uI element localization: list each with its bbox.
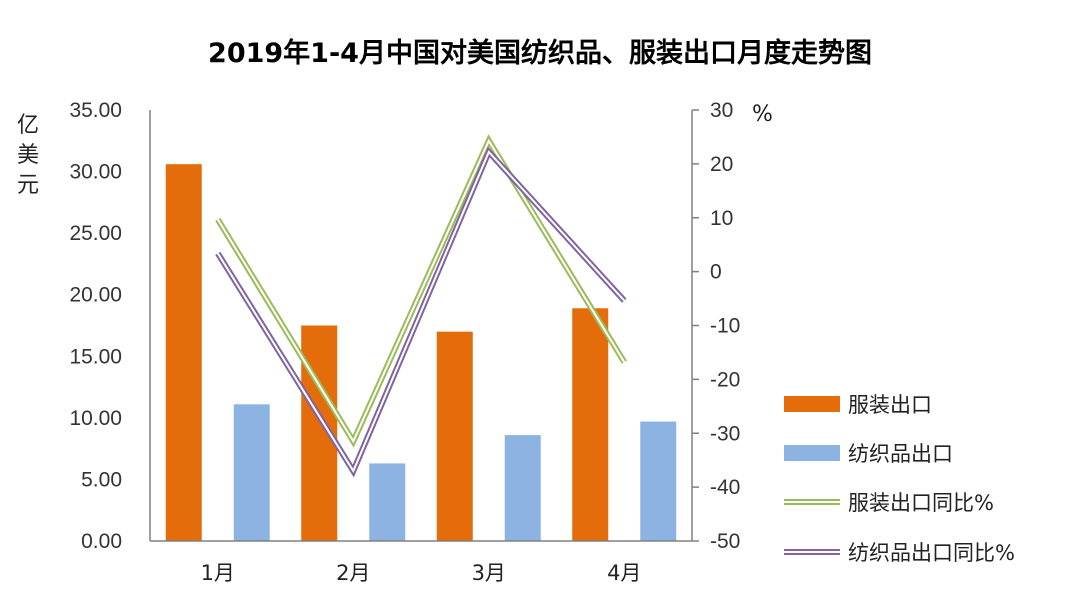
y-tick-left: 35.00 bbox=[69, 99, 122, 122]
bar-textile bbox=[369, 463, 406, 541]
x-tick-label: 1月 bbox=[201, 561, 235, 585]
legend-label: 服装出口 bbox=[848, 393, 932, 417]
bar-apparel bbox=[436, 331, 473, 541]
y-axis-left-label-char: 元 bbox=[17, 173, 39, 198]
y-tick-right: 0 bbox=[710, 261, 722, 284]
y-tick-left: 20.00 bbox=[69, 284, 122, 307]
x-tick-label: 2月 bbox=[336, 561, 370, 585]
y-axis-left-label: 亿美元 bbox=[17, 113, 39, 198]
legend-label: 纺织品出口同比% bbox=[848, 541, 1015, 565]
y-axis-left-label-char: 亿 bbox=[17, 113, 39, 138]
bar-textile bbox=[233, 404, 270, 541]
legend-label: 服装出口同比% bbox=[848, 491, 994, 515]
y-tick-left: 10.00 bbox=[69, 407, 122, 430]
legend-swatch bbox=[784, 445, 840, 461]
y-tick-left: 5.00 bbox=[81, 468, 122, 491]
y-tick-right: -30 bbox=[710, 422, 740, 445]
bar-apparel bbox=[572, 308, 609, 541]
y-tick-right: -40 bbox=[710, 476, 740, 499]
chart-title: 2019年1-4月中国对美国纺织品、服装出口月度走势图 bbox=[208, 37, 872, 69]
y-tick-right: 30 bbox=[710, 99, 733, 122]
y-tick-right: 10 bbox=[710, 207, 733, 230]
legend-swatch bbox=[784, 396, 840, 412]
x-tick-label: 4月 bbox=[607, 561, 641, 585]
bar-textile bbox=[640, 421, 677, 541]
y-tick-right: -50 bbox=[710, 530, 740, 553]
x-tick-label: 3月 bbox=[472, 561, 506, 585]
bar-apparel bbox=[165, 164, 202, 541]
legend-label: 纺织品出口 bbox=[848, 442, 953, 466]
y-tick-left: 15.00 bbox=[69, 345, 122, 368]
line-apparel-yoy-inner bbox=[216, 138, 626, 444]
y-tick-left: 0.00 bbox=[81, 530, 122, 553]
y-axis-right-label: % bbox=[752, 102, 773, 127]
bar-textile bbox=[504, 435, 541, 541]
line-textile-yoy-inner bbox=[216, 150, 626, 474]
y-tick-right: 20 bbox=[710, 153, 733, 176]
y-tick-left: 25.00 bbox=[69, 222, 122, 245]
y-tick-right: -10 bbox=[710, 315, 740, 338]
y-tick-right: -20 bbox=[710, 368, 740, 391]
y-tick-left: 30.00 bbox=[69, 161, 122, 184]
y-axis-left-label-char: 美 bbox=[17, 143, 39, 168]
